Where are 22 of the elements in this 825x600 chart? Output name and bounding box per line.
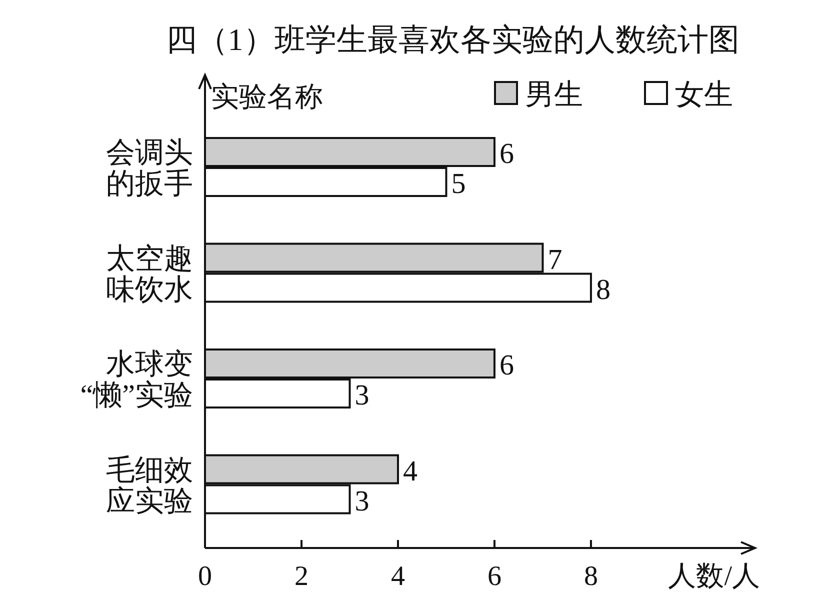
data-label: 3 [354,485,370,518]
data-label: 7 [548,244,562,276]
legend-label: 女生 [675,79,733,111]
y-tick-label: 毛细效应实验 [106,454,193,518]
x-tick-label: 6 [487,561,502,592]
data-label: 4 [402,455,418,488]
y-tick-label: 水球变“懒”实验 [80,348,193,412]
x-axis-title: 人数/人 [668,561,760,592]
x-tick-label: 4 [390,561,405,592]
y-tick-label: 会调头的扳手 [106,137,193,200]
data-label: 5 [451,168,466,200]
y-tick-label: 太空趣味饮水 [106,242,193,306]
x-tick-label: 2 [294,561,308,592]
x-tick-label: 0 [198,561,212,592]
data-label: 8 [596,274,610,306]
legend-label: 男生 [525,79,583,111]
y-axis-title: 实验名称 [211,82,323,113]
chart-title: 四（1）班学生最喜欢各实验的人数统计图 [166,22,740,57]
data-label: 3 [354,380,370,412]
data-label: 6 [499,350,514,382]
x-tick-label: 8 [584,561,598,592]
data-label: 6 [499,138,514,170]
